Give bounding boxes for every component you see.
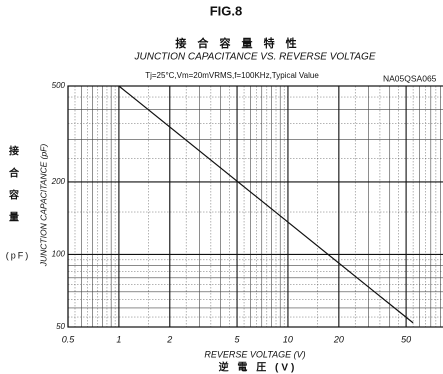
plot-frame <box>67 85 443 328</box>
chart-title: JUNCTION CAPACITANCE VS. REVERSE VOLTAGE <box>134 52 376 63</box>
y-axis-label-local: 量 <box>9 211 19 224</box>
conditions: Tj=25°C,Vm=20mVRMS,f=100KHz,Typical Valu… <box>145 71 319 80</box>
y-axis-label-local: 容 <box>8 189 19 202</box>
plot: 0.512510205010050100200500 <box>51 81 443 344</box>
model-label: NA05QSA065 <box>383 73 437 83</box>
x-tick-label: 2 <box>166 334 172 344</box>
y-tick-label: 50 <box>56 322 65 331</box>
y-axis-unit: (pF) <box>6 250 31 260</box>
x-tick-label: 20 <box>333 334 344 344</box>
x-tick-label: 10 <box>283 334 293 344</box>
x-axis-label: REVERSE VOLTAGE (V) <box>204 349 305 359</box>
x-tick-label: 5 <box>235 334 241 344</box>
figure-label: FIG.8 <box>210 3 243 18</box>
y-axis-label: JUNCTION CAPACITANCE (pF) <box>38 144 48 268</box>
x-tick-label: 50 <box>401 334 411 344</box>
y-axis-label-local: 合 <box>8 167 20 180</box>
x-axis-label-local: 逆 電 圧 (V) <box>219 361 298 374</box>
y-tick-label: 500 <box>52 81 66 90</box>
y-axis-label-local: 接 <box>9 145 19 158</box>
y-tick-label: 200 <box>51 177 66 186</box>
y-tick-label: 100 <box>52 250 66 259</box>
x-tick-label: 1 <box>116 334 121 344</box>
x-tick-label: 0.5 <box>62 334 76 344</box>
title-local: 接 合 容 量 特 性 <box>175 36 300 50</box>
series-line <box>118 85 414 324</box>
